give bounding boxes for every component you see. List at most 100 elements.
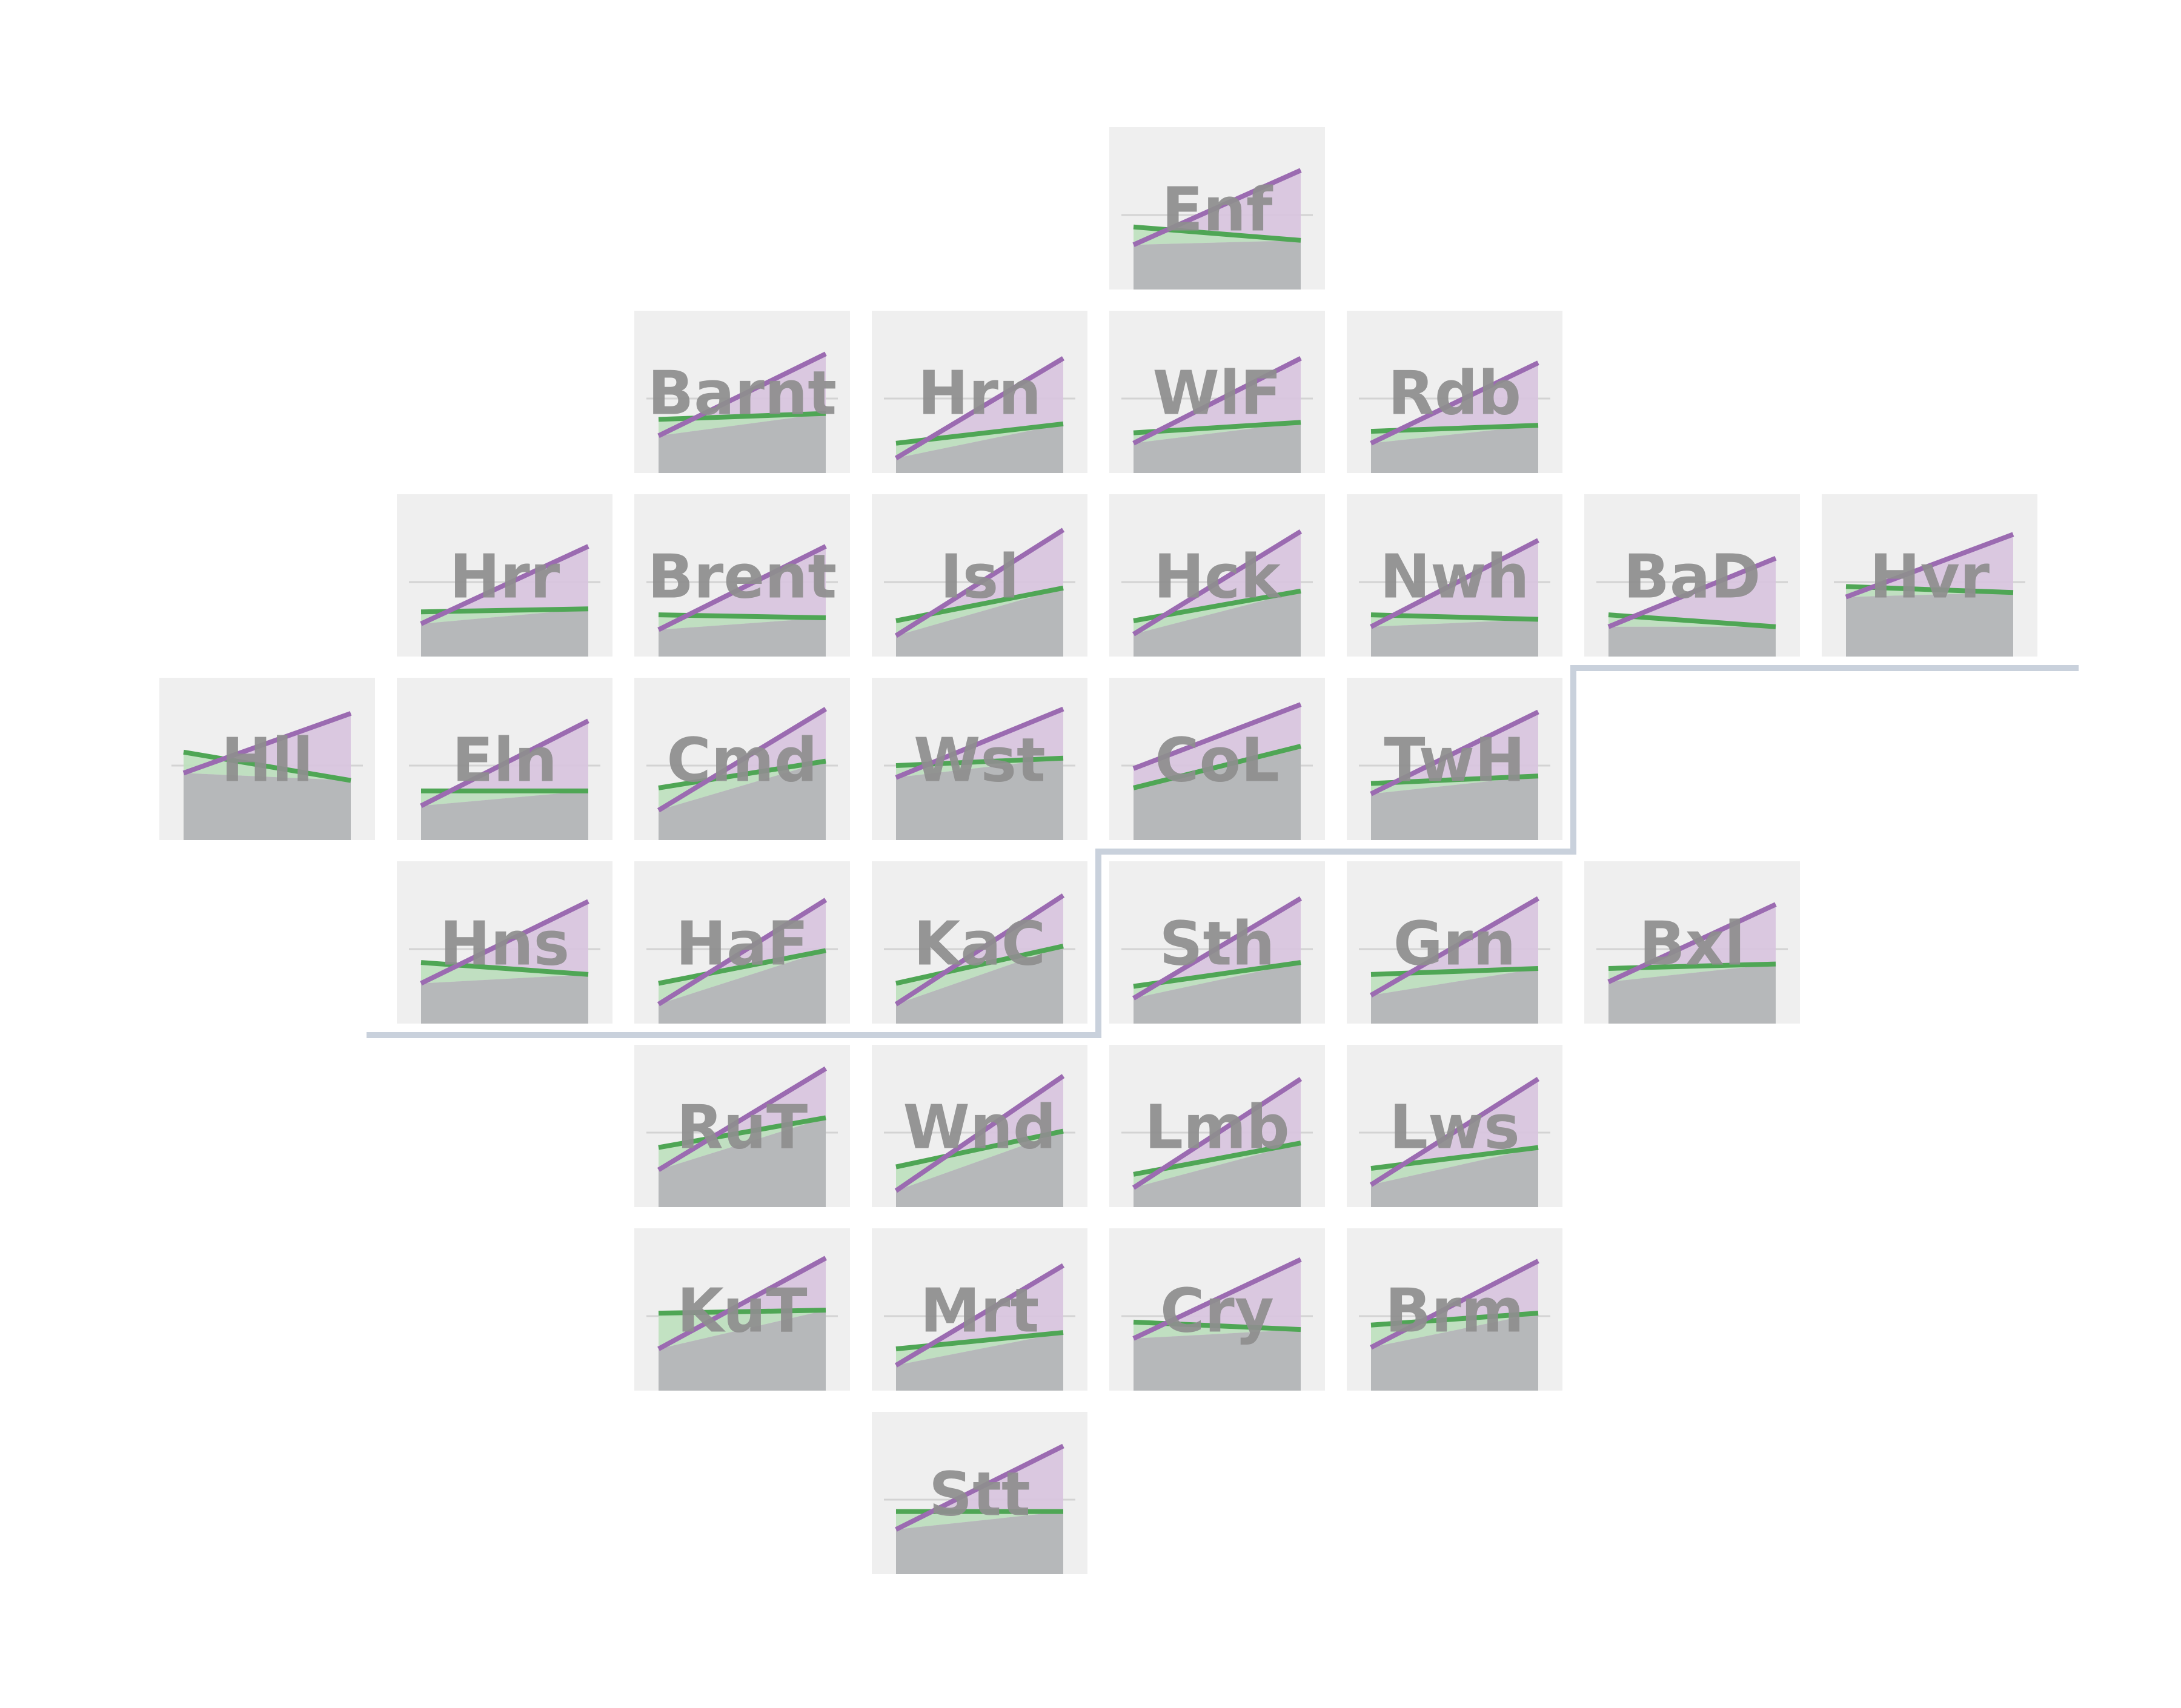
tile-col: CoL — [1109, 678, 1325, 840]
tile-hvr: Hvr — [1822, 494, 2037, 657]
tile-label: Isl — [940, 541, 1019, 612]
group-divider-line — [367, 665, 2079, 1038]
purple-series-line — [1132, 356, 1302, 446]
base-area — [896, 1332, 1063, 1391]
green-series-line — [658, 1308, 826, 1316]
tile-bxl: Bxl — [1584, 861, 1800, 1024]
purple-area — [1371, 712, 1538, 794]
green-series-line — [183, 749, 351, 783]
tile-label: Hrn — [918, 358, 1041, 429]
tile-label: BaD — [1624, 541, 1761, 612]
purple-series-line — [657, 707, 828, 813]
green-series-line — [658, 758, 826, 790]
tile-barnt: Barnt — [634, 311, 850, 473]
base-area — [1134, 1329, 1301, 1391]
green-area — [421, 790, 588, 806]
tile-label: WlF — [1153, 358, 1282, 429]
purple-area — [1608, 904, 1776, 982]
purple-series-line — [182, 711, 352, 776]
tile-label: KuT — [677, 1276, 807, 1346]
tile-label: KaC — [914, 909, 1046, 979]
purple-series-line — [1369, 896, 1540, 998]
base-area — [659, 1310, 826, 1391]
tile-label: Hvr — [1870, 541, 1990, 612]
tile-wlf: WlF — [1109, 311, 1325, 473]
tile-label: HaF — [676, 909, 808, 979]
purple-series-line — [420, 718, 589, 808]
green-area — [896, 758, 1063, 778]
base-area — [1371, 776, 1538, 840]
tile-isl: Isl — [872, 494, 1087, 657]
tile-kut: KuT — [634, 1228, 850, 1391]
tile-label: CoL — [1155, 725, 1280, 796]
base-area — [659, 761, 826, 840]
tile-label: Hrr — [450, 541, 560, 612]
purple-series-line — [657, 1066, 828, 1172]
tile-cmd: Cmd — [634, 678, 850, 840]
purple-series-line — [1370, 1259, 1539, 1350]
base-area — [1134, 1143, 1301, 1207]
tile-label: Wst — [914, 725, 1046, 796]
tile-enf: Enf — [1109, 127, 1325, 290]
purple-series-line — [895, 706, 1064, 780]
purple-series-line — [1370, 709, 1539, 796]
green-area — [659, 761, 826, 810]
tile-hns: Hns — [397, 861, 612, 1024]
tile-wst: Wst — [872, 678, 1087, 840]
tile-cry: Cry — [1109, 1228, 1325, 1391]
purple-area — [1134, 1259, 1301, 1339]
green-series-line — [895, 944, 1064, 986]
tile-label: Hns — [440, 909, 569, 979]
tile-hrr: Hrr — [397, 494, 612, 657]
tile-hck: Hck — [1109, 494, 1325, 657]
green-series-line — [1133, 744, 1301, 790]
tile-twh: TwH — [1347, 678, 1562, 840]
base-area — [421, 790, 588, 840]
green-series-line — [420, 960, 589, 977]
purple-series-line — [1132, 168, 1302, 247]
tile-wnd: Wnd — [872, 1045, 1087, 1207]
tile-grn: Grn — [1347, 861, 1562, 1024]
tile-mrt: Mrt — [872, 1228, 1087, 1391]
green-series-line — [1370, 965, 1539, 977]
purple-area — [1134, 531, 1301, 635]
tile-label: Lws — [1389, 1092, 1520, 1163]
tile-label: Rdb — [1388, 358, 1521, 429]
tile-lmb: Lmb — [1109, 1045, 1325, 1207]
tile-stt: Stt — [872, 1412, 1087, 1574]
base-area — [1608, 626, 1776, 657]
tile-label: Grn — [1393, 909, 1516, 979]
base-area — [184, 773, 351, 840]
base-area — [896, 946, 1063, 1024]
green-area — [1134, 1143, 1301, 1188]
tile-bad: BaD — [1584, 494, 1800, 657]
tile-nwh: Nwh — [1347, 494, 1562, 657]
tile-eln: Eln — [397, 678, 612, 840]
green-area — [184, 752, 351, 781]
purple-series-line — [895, 1443, 1064, 1532]
base-area — [1134, 422, 1301, 473]
base-area — [1134, 591, 1301, 657]
green-series-line — [658, 1115, 826, 1150]
green-area — [896, 1131, 1063, 1191]
tiles-layer: Enf Barnt Hrn WlF Rdb Hrr Brent Isl Hck Nwh BaD Hvr… — [159, 127, 2037, 1574]
green-series-line — [1370, 1311, 1539, 1328]
purple-series-line — [894, 1074, 1065, 1193]
purple-series-line — [894, 1263, 1065, 1368]
purple-series-line — [657, 544, 827, 632]
base-area — [896, 588, 1063, 657]
purple-series-line — [420, 544, 589, 626]
base-area — [896, 758, 1063, 840]
tile-label: Nwh — [1379, 541, 1529, 612]
tile-label: Eln — [452, 725, 557, 796]
tile-hll: Hll — [159, 678, 375, 840]
tile-label: Bxl — [1639, 909, 1745, 979]
tile-rdb: Rdb — [1347, 311, 1562, 473]
base-area — [659, 950, 826, 1024]
base-area — [659, 1117, 826, 1207]
purple-series-line — [1607, 902, 1777, 984]
purple-series-line — [1132, 702, 1302, 771]
base-area — [1134, 962, 1301, 1024]
base-area — [1371, 1313, 1538, 1391]
